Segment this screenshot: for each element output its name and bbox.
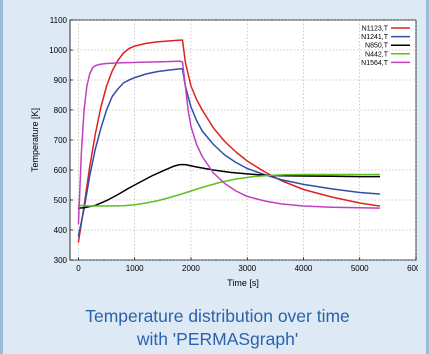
x-tick-label: 2000 [182, 264, 200, 273]
temperature-chart: 0 1000 2000 3000 4000 5000 6000 300 400 500 600 700… [30, 16, 418, 288]
y-tick-label: 1100 [50, 16, 68, 25]
y-tick-label: 900 [54, 76, 68, 85]
y-tick-label: 300 [54, 256, 68, 265]
series-line-3 [77, 173, 381, 207]
x-tick-label: 0 [76, 264, 81, 273]
legend-label: N850,T [365, 43, 389, 50]
x-tick-label: 6000 [407, 264, 418, 273]
x-axis-label: Time [s] [227, 278, 259, 288]
series-lines [77, 39, 381, 243]
y-tick-label: 1000 [49, 46, 67, 55]
y-tick-label: 800 [54, 106, 68, 115]
caption-line-1: Temperature distribution over time [85, 306, 350, 326]
legend-label: N442,T [365, 51, 389, 58]
y-tick-label: 400 [54, 226, 68, 235]
x-tick-label: 5000 [351, 264, 369, 273]
y-tick-label: 500 [54, 196, 68, 205]
y-axis-label: Temperature [K] [30, 108, 40, 172]
legend-label: N1123,T [362, 26, 389, 33]
series-line-4 [77, 60, 381, 225]
x-tick-label: 4000 [295, 264, 313, 273]
series-line-2 [77, 163, 381, 209]
y-tick-label: 600 [54, 166, 68, 175]
x-tick-label: 1000 [126, 264, 144, 273]
legend-label: N1241,T [361, 34, 389, 41]
caption-line-2: with 'PERMASgraph' [136, 329, 299, 349]
legend-label: N1564,T [361, 60, 389, 67]
series-line-0 [77, 39, 381, 243]
axis-ticks: 0 1000 2000 3000 4000 5000 6000 300 400 500 600 700… [49, 16, 418, 273]
y-tick-label: 700 [54, 136, 68, 145]
x-tick-label: 3000 [238, 264, 256, 273]
